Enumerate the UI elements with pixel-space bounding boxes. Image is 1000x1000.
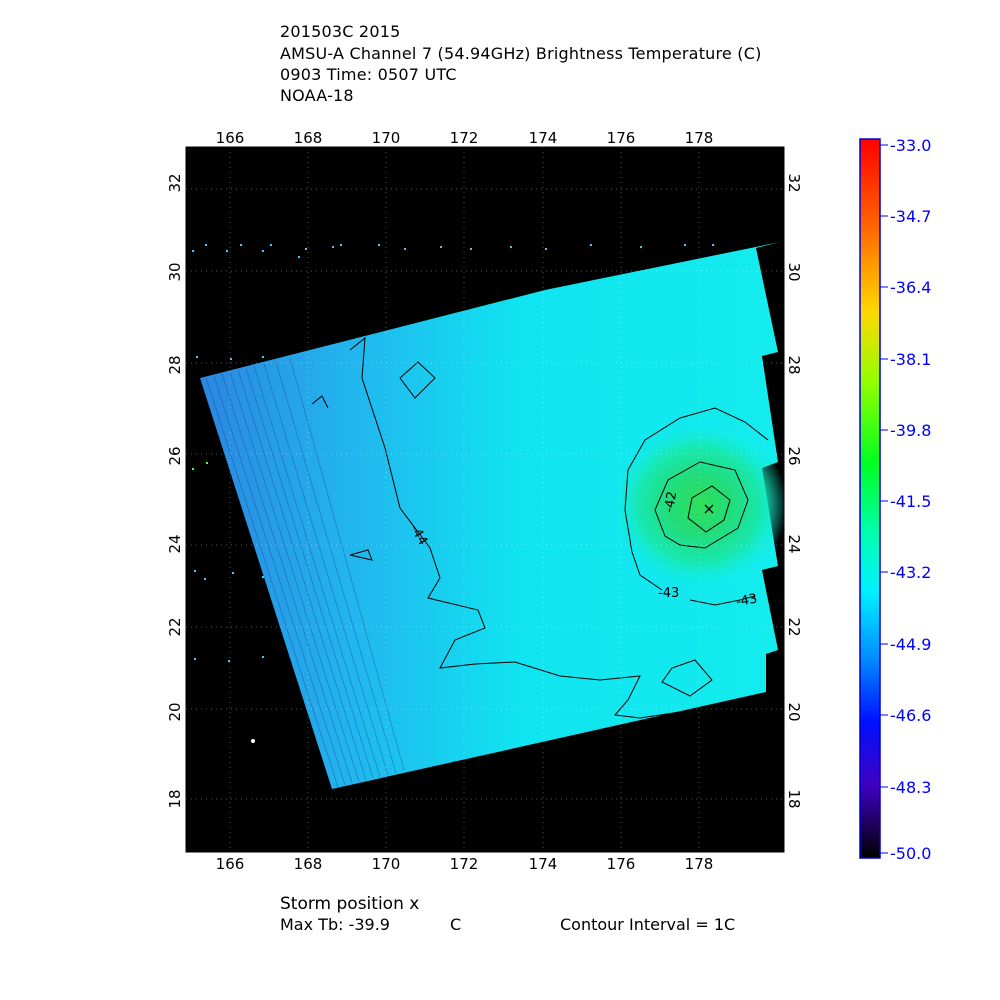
colorbar-label: -50.0 bbox=[890, 844, 931, 863]
max-tb-unit: C bbox=[450, 915, 462, 934]
colorbar-label: -46.6 bbox=[890, 706, 931, 725]
storm-position-caption: Storm position x bbox=[280, 894, 420, 914]
lon-tick-label: 166 bbox=[216, 129, 245, 147]
colorbar-labels: -33.0 -34.7 -36.4 -38.1 -39.8 -41.5 -43.… bbox=[890, 136, 931, 863]
colorbar-label: -48.3 bbox=[890, 778, 931, 797]
lat-tick-label: 18 bbox=[785, 789, 803, 808]
lon-tick-label: 174 bbox=[529, 129, 558, 147]
island-marker bbox=[251, 739, 255, 743]
lon-tick-label: 172 bbox=[450, 129, 479, 147]
title-line-1: 201503C 2015 bbox=[280, 22, 401, 41]
lon-labels-top: 166 168 170 172 174 176 178 bbox=[216, 129, 714, 147]
colorbar-label: -41.5 bbox=[890, 492, 931, 511]
lon-tick-label: 176 bbox=[607, 855, 636, 873]
colorbar-label: -44.9 bbox=[890, 635, 931, 654]
lat-tick-label: 18 bbox=[166, 789, 184, 808]
lat-labels-right: 32 30 28 26 24 22 20 18 bbox=[785, 173, 803, 808]
colorbar-ticks bbox=[880, 144, 888, 854]
lat-tick-label: 28 bbox=[166, 355, 184, 374]
lat-tick-label: 32 bbox=[785, 173, 803, 192]
lon-tick-label: 178 bbox=[685, 129, 714, 147]
lat-tick-label: 26 bbox=[785, 446, 803, 465]
lat-tick-label: 22 bbox=[166, 617, 184, 636]
colorbar-label: -39.8 bbox=[890, 421, 931, 440]
colorbar-label: -43.2 bbox=[890, 563, 931, 582]
lat-tick-label: 24 bbox=[785, 534, 803, 553]
colorbar-label: -38.1 bbox=[890, 350, 931, 369]
lat-tick-label: 20 bbox=[166, 702, 184, 721]
lat-tick-label: 20 bbox=[785, 702, 803, 721]
scan-lines bbox=[205, 357, 405, 788]
colorbar-label: -34.7 bbox=[890, 207, 931, 226]
title-line-3: 0903 Time: 0507 UTC bbox=[280, 65, 457, 84]
lon-tick-label: 168 bbox=[294, 129, 323, 147]
contour-interval-label: Contour Interval = 1C bbox=[560, 915, 736, 934]
contour-label: -43 bbox=[658, 586, 679, 601]
colorbar bbox=[859, 138, 881, 859]
lat-tick-label: 28 bbox=[785, 355, 803, 374]
swath-area bbox=[200, 242, 780, 789]
title-line-4: NOAA-18 bbox=[280, 86, 354, 105]
lon-tick-label: 170 bbox=[372, 855, 401, 873]
lon-tick-label: 168 bbox=[294, 855, 323, 873]
lon-tick-label: 178 bbox=[685, 855, 714, 873]
title-line-2: AMSU-A Channel 7 (54.94GHz) Brightness T… bbox=[280, 44, 762, 63]
lon-tick-label: 174 bbox=[529, 855, 558, 873]
lon-labels-bottom: 166 168 170 172 174 176 178 bbox=[216, 855, 714, 873]
contour-label: -42 bbox=[662, 490, 680, 514]
colorbar-label: -36.4 bbox=[890, 278, 931, 297]
warm-core-region bbox=[612, 423, 784, 587]
lat-tick-label: 30 bbox=[785, 262, 803, 281]
lat-tick-label: 24 bbox=[166, 534, 184, 553]
island-dots bbox=[192, 244, 714, 662]
contour-lines bbox=[311, 336, 769, 719]
lon-tick-label: 166 bbox=[216, 855, 245, 873]
lon-tick-label: 176 bbox=[607, 129, 636, 147]
lon-tick-label: 170 bbox=[372, 129, 401, 147]
lat-tick-label: 22 bbox=[785, 617, 803, 636]
lat-tick-label: 26 bbox=[166, 446, 184, 465]
lat-tick-label: 30 bbox=[166, 262, 184, 281]
max-tb-label: Max Tb: -39.9 bbox=[280, 915, 390, 934]
contour-label: -43 bbox=[735, 592, 759, 610]
storm-position-marker bbox=[704, 504, 714, 514]
lat-tick-label: 32 bbox=[166, 173, 184, 192]
lon-tick-label: 172 bbox=[450, 855, 479, 873]
colorbar-label: -33.0 bbox=[890, 136, 931, 155]
lat-labels-left: 32 30 28 26 24 22 20 18 bbox=[166, 173, 184, 808]
